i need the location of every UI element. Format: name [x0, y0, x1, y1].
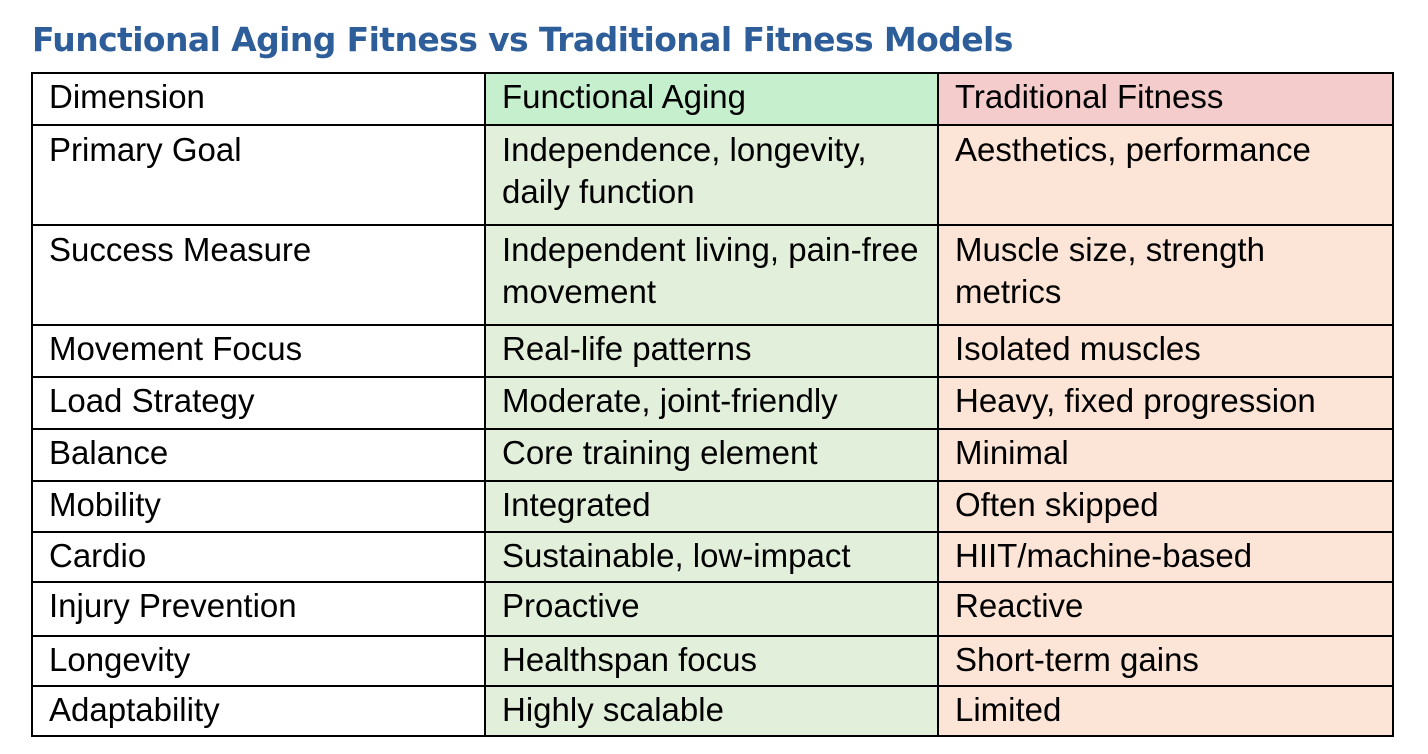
table-row: Injury Prevention Proactive Reactive — [31, 581, 1394, 637]
dimension-cell: Balance — [31, 428, 486, 482]
table-row: Adaptability Highly scalable Limited — [31, 685, 1394, 737]
dimension-cell: Movement Focus — [31, 324, 486, 378]
dimension-cell: Primary Goal — [31, 124, 486, 226]
header-dimension: Dimension — [31, 72, 486, 126]
dimension-cell: Load Strategy — [31, 376, 486, 430]
traditional-fitness-cell: Aesthetics, performance — [937, 124, 1394, 226]
functional-aging-cell: Independent living, pain-free movement — [484, 224, 939, 326]
table-row: Mobility Integrated Often skipped — [31, 480, 1394, 533]
dimension-cell: Success Measure — [31, 224, 486, 326]
header-functional-aging: Functional Aging — [484, 72, 939, 126]
functional-aging-cell: Independence, longevity, daily function — [484, 124, 939, 226]
dimension-cell: Cardio — [31, 531, 486, 583]
table-row: Movement Focus Real-life patterns Isolat… — [31, 324, 1394, 378]
dimension-cell: Adaptability — [31, 685, 486, 737]
page-title: Functional Aging Fitness vs Traditional … — [32, 20, 1013, 59]
traditional-fitness-cell: Reactive — [937, 581, 1394, 637]
functional-aging-cell: Proactive — [484, 581, 939, 637]
traditional-fitness-cell: Heavy, fixed progression — [937, 376, 1394, 430]
dimension-cell: Injury Prevention — [31, 581, 486, 637]
functional-aging-cell: Highly scalable — [484, 685, 939, 737]
traditional-fitness-cell: Short-term gains — [937, 635, 1394, 687]
comparison-table: Dimension Functional Aging Traditional F… — [31, 72, 1394, 737]
functional-aging-cell: Sustainable, low-impact — [484, 531, 939, 583]
header-traditional-fitness: Traditional Fitness — [937, 72, 1394, 126]
table-row: Success Measure Independent living, pain… — [31, 224, 1394, 326]
functional-aging-cell: Real-life patterns — [484, 324, 939, 378]
traditional-fitness-cell: Often skipped — [937, 480, 1394, 533]
traditional-fitness-cell: Minimal — [937, 428, 1394, 482]
table-header-row: Dimension Functional Aging Traditional F… — [31, 72, 1394, 126]
traditional-fitness-cell: Muscle size, strength metrics — [937, 224, 1394, 326]
functional-aging-cell: Core training element — [484, 428, 939, 482]
functional-aging-cell: Healthspan focus — [484, 635, 939, 687]
table-row: Balance Core training element Minimal — [31, 428, 1394, 482]
functional-aging-cell: Integrated — [484, 480, 939, 533]
functional-aging-cell: Moderate, joint-friendly — [484, 376, 939, 430]
table-row: Longevity Healthspan focus Short-term ga… — [31, 635, 1394, 687]
traditional-fitness-cell: Isolated muscles — [937, 324, 1394, 378]
traditional-fitness-cell: HIIT/machine-based — [937, 531, 1394, 583]
table-row: Load Strategy Moderate, joint-friendly H… — [31, 376, 1394, 430]
table-row: Primary Goal Independence, longevity, da… — [31, 124, 1394, 226]
dimension-cell: Longevity — [31, 635, 486, 687]
table-row: Cardio Sustainable, low-impact HIIT/mach… — [31, 531, 1394, 583]
traditional-fitness-cell: Limited — [937, 685, 1394, 737]
dimension-cell: Mobility — [31, 480, 486, 533]
